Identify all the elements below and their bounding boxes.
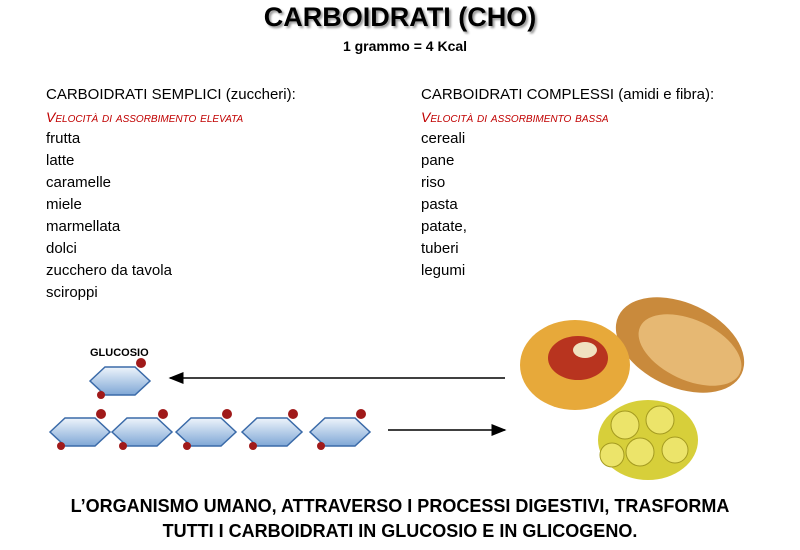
food-item: tuberi: [421, 240, 459, 257]
food-item: cereali: [421, 130, 466, 147]
food-item: riso: [421, 174, 446, 191]
column-simple: CARBOIDRATI SEMPLICI (zuccheri): Velocit…: [46, 84, 296, 304]
column-heading: CARBOIDRATI COMPLESSI (amidi e fibra):: [421, 84, 714, 106]
column-heading: CARBOIDRATI SEMPLICI (zuccheri):: [46, 84, 296, 106]
glucose-label: GLUCOSIO: [90, 347, 149, 359]
hexagon: [240, 417, 304, 447]
food-item: pasta: [421, 196, 458, 213]
food-item: frutta: [46, 130, 81, 147]
atom: [288, 409, 298, 419]
atom: [119, 442, 127, 450]
atom: [183, 442, 191, 450]
atom: [57, 442, 65, 450]
footer-line: TUTTI I CARBOIDRATI IN GLUCOSIO E IN GLI…: [162, 521, 638, 541]
footer-line: L’ORGANISMO UMANO, ATTRAVERSO I PROCESSI…: [70, 496, 730, 516]
food-item: pane: [421, 152, 455, 169]
atom: [317, 442, 325, 450]
atom: [97, 391, 105, 399]
food-item: latte: [46, 152, 75, 169]
atom: [249, 442, 257, 450]
molecules: [48, 358, 372, 450]
column-complex: CARBOIDRATI COMPLESSI (amidi e fibra): V…: [421, 84, 714, 282]
hexagon: [308, 417, 372, 447]
atom: [158, 409, 168, 419]
atom: [96, 409, 106, 419]
absorption-speed: Velocità di assorbimento bassa: [421, 109, 609, 125]
atom: [136, 358, 146, 368]
food-item: miele: [46, 196, 82, 213]
atom: [356, 409, 366, 419]
hexagon: [88, 366, 152, 396]
heading: CARBOIDRATI COMPLESSI: [421, 86, 615, 103]
heading-note: (zuccheri):: [225, 86, 296, 103]
food-item: legumi: [421, 262, 466, 279]
food-item: marmellata: [46, 218, 121, 235]
hexagon: [110, 417, 174, 447]
subtitle: 1 grammo = 4 Kcal: [342, 38, 468, 54]
atom: [222, 409, 232, 419]
title: CARBOIDRATI (CHO): [263, 2, 537, 32]
hexagon: [174, 417, 238, 447]
food-item: patate,: [421, 218, 467, 235]
absorption-speed: Velocità di assorbimento elevata: [46, 109, 244, 125]
heading-note: (amidi e fibra):: [618, 86, 715, 103]
food-item: zucchero da tavola: [46, 262, 172, 279]
hexagon: [48, 417, 112, 447]
food-item: sciroppi: [46, 284, 98, 301]
food-item: caramelle: [46, 174, 112, 191]
heading: CARBOIDRATI SEMPLICI: [46, 86, 222, 103]
food-item: dolci: [46, 240, 77, 257]
food-image: [520, 297, 745, 480]
